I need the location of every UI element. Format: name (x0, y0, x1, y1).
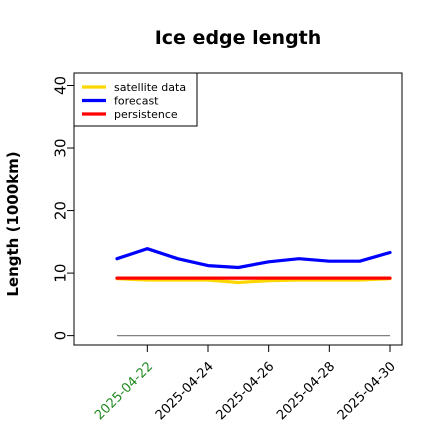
y-tick-label: 20 (51, 201, 69, 220)
y-tick-label: 0 (51, 331, 69, 341)
series-line-forecast (115, 247, 392, 270)
x-tick-label: 2025-04-28 (274, 359, 338, 423)
legend-label-persistence: persistence (114, 108, 178, 121)
y-tick-label: 10 (51, 264, 69, 283)
chart-title: Ice edge length (155, 27, 322, 49)
x-tick-label: 2025-04-30 (335, 359, 399, 423)
x-tick-label: 2025-04-26 (213, 359, 277, 423)
legend-label-satellite-data: satellite data (114, 81, 186, 94)
plot-frame (73, 72, 403, 346)
x-axis: 2025-04-222025-04-242025-04-262025-04-28… (92, 345, 399, 423)
y-axis: 0 10 20 30 40 (51, 76, 74, 340)
y-axis-label: Length (1000km) (4, 151, 22, 296)
series-line-satellite-data (115, 277, 392, 285)
legend-label-forecast: forecast (114, 95, 159, 108)
x-tick-label: 2025-04-24 (153, 359, 217, 423)
series-layer (115, 247, 392, 337)
x-tick-label: 2025-04-22 (92, 359, 156, 423)
y-tick-label: 40 (51, 76, 69, 95)
y-tick-label: 30 (51, 138, 69, 157)
